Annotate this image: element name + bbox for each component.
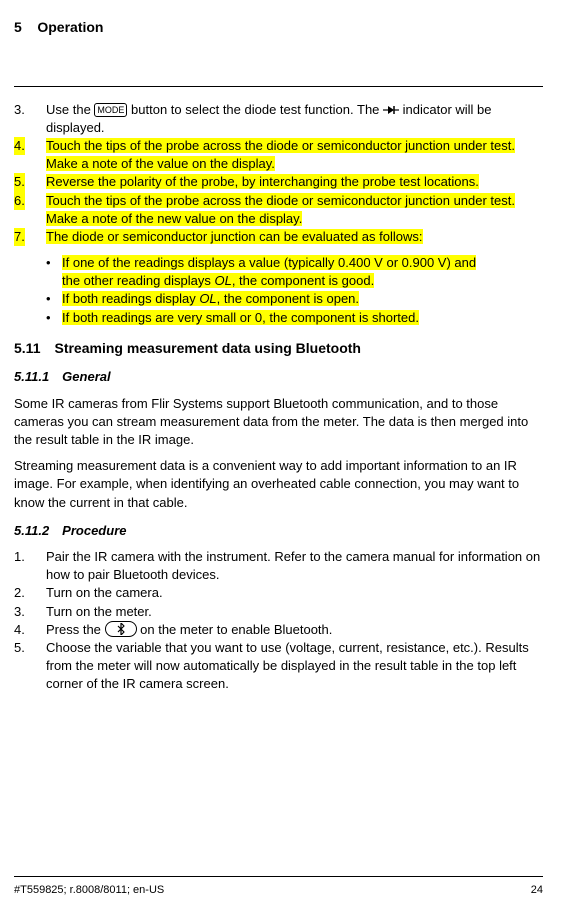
step-text-post: on the meter to enable Bluetooth. bbox=[137, 622, 333, 637]
page-footer: #T559825; r.8008/8011; en-US 24 bbox=[14, 876, 543, 898]
bullet-text-line1: If one of the readings displays a value … bbox=[62, 255, 476, 270]
step-text: Touch the tips of the probe across the d… bbox=[46, 193, 515, 226]
bullet-text: If both readings are very small or 0, th… bbox=[62, 310, 419, 325]
footer-rule bbox=[14, 876, 543, 877]
step-number: 4. bbox=[14, 137, 25, 155]
step-text: Reverse the polarity of the probe, by in… bbox=[46, 174, 479, 189]
bullet-1: If one of the readings displays a value … bbox=[14, 254, 543, 290]
step-number: 1. bbox=[14, 548, 25, 566]
mode-button-icon: MODE bbox=[94, 103, 127, 117]
diode-steps: 3. Use the MODE button to select the dio… bbox=[14, 101, 543, 247]
bullet-3: If both readings are very small or 0, th… bbox=[14, 309, 543, 327]
chapter-header: 5 Operation bbox=[14, 18, 543, 38]
step-text: Pair the IR camera with the instrument. … bbox=[46, 549, 540, 582]
step-number: 2. bbox=[14, 584, 25, 602]
chapter-title: Operation bbox=[37, 19, 103, 35]
bullet-2: If both readings display OL, the compone… bbox=[14, 290, 543, 308]
proc-step-3: 3. Turn on the meter. bbox=[14, 603, 543, 621]
step-number: 5. bbox=[14, 173, 25, 191]
step-number: 7. bbox=[14, 228, 25, 246]
bullet-text-line2b: , the component is good. bbox=[232, 273, 374, 288]
footer-doc-id: #T559825; r.8008/8011; en-US bbox=[14, 883, 164, 898]
section-5-11-2-heading: 5.11.2 Procedure bbox=[14, 522, 543, 540]
step-number: 5. bbox=[14, 639, 25, 657]
step-text: Turn on the camera. bbox=[46, 585, 163, 600]
general-para-1: Some IR cameras from Flir Systems suppor… bbox=[14, 395, 543, 450]
chapter-number: 5 bbox=[14, 19, 22, 35]
bullet-text-a: If both readings display bbox=[62, 291, 199, 306]
step-text-pre: Use the bbox=[46, 102, 94, 117]
proc-step-4: 4. Press the on the meter to enable Blue… bbox=[14, 621, 543, 639]
step-text: Touch the tips of the probe across the d… bbox=[46, 138, 515, 171]
evaluation-bullets: If one of the readings displays a value … bbox=[14, 254, 543, 327]
step-4: 4. Touch the tips of the probe across th… bbox=[14, 137, 543, 173]
step-6: 6. Touch the tips of the probe across th… bbox=[14, 192, 543, 228]
step-7: 7. The diode or semiconductor junction c… bbox=[14, 228, 543, 246]
step-text: Turn on the meter. bbox=[46, 604, 152, 619]
step-3: 3. Use the MODE button to select the dio… bbox=[14, 101, 543, 137]
proc-step-2: 2. Turn on the camera. bbox=[14, 584, 543, 602]
proc-step-1: 1. Pair the IR camera with the instrumen… bbox=[14, 548, 543, 584]
bullet-text-b: , the component is open. bbox=[217, 291, 359, 306]
ol-text: OL bbox=[214, 273, 231, 288]
step-text: Choose the variable that you want to use… bbox=[46, 640, 529, 691]
proc-step-5: 5. Choose the variable that you want to … bbox=[14, 639, 543, 694]
step-5: 5. Reverse the polarity of the probe, by… bbox=[14, 173, 543, 191]
bluetooth-button-icon bbox=[105, 621, 137, 637]
footer-page-number: 24 bbox=[531, 883, 543, 898]
step-text-pre: Press the bbox=[46, 622, 105, 637]
step-text-mid: button to select the diode test function… bbox=[127, 102, 383, 117]
step-number: 3. bbox=[14, 101, 25, 119]
step-text: The diode or semiconductor junction can … bbox=[46, 229, 423, 244]
section-5-11-1-heading: 5.11.1 General bbox=[14, 368, 543, 386]
step-number: 3. bbox=[14, 603, 25, 621]
bullet-text-line2a: the other reading displays bbox=[62, 273, 214, 288]
page-content: 3. Use the MODE button to select the dio… bbox=[14, 101, 543, 694]
top-rule bbox=[14, 86, 543, 87]
diode-icon bbox=[383, 105, 399, 115]
general-para-2: Streaming measurement data is a convenie… bbox=[14, 457, 543, 512]
ol-text: OL bbox=[199, 291, 216, 306]
step-number: 6. bbox=[14, 192, 25, 210]
section-5-11-heading: 5.11 Streaming measurement data using Bl… bbox=[14, 339, 543, 359]
procedure-steps: 1. Pair the IR camera with the instrumen… bbox=[14, 548, 543, 694]
footer-row: #T559825; r.8008/8011; en-US 24 bbox=[14, 883, 543, 898]
step-number: 4. bbox=[14, 621, 25, 639]
